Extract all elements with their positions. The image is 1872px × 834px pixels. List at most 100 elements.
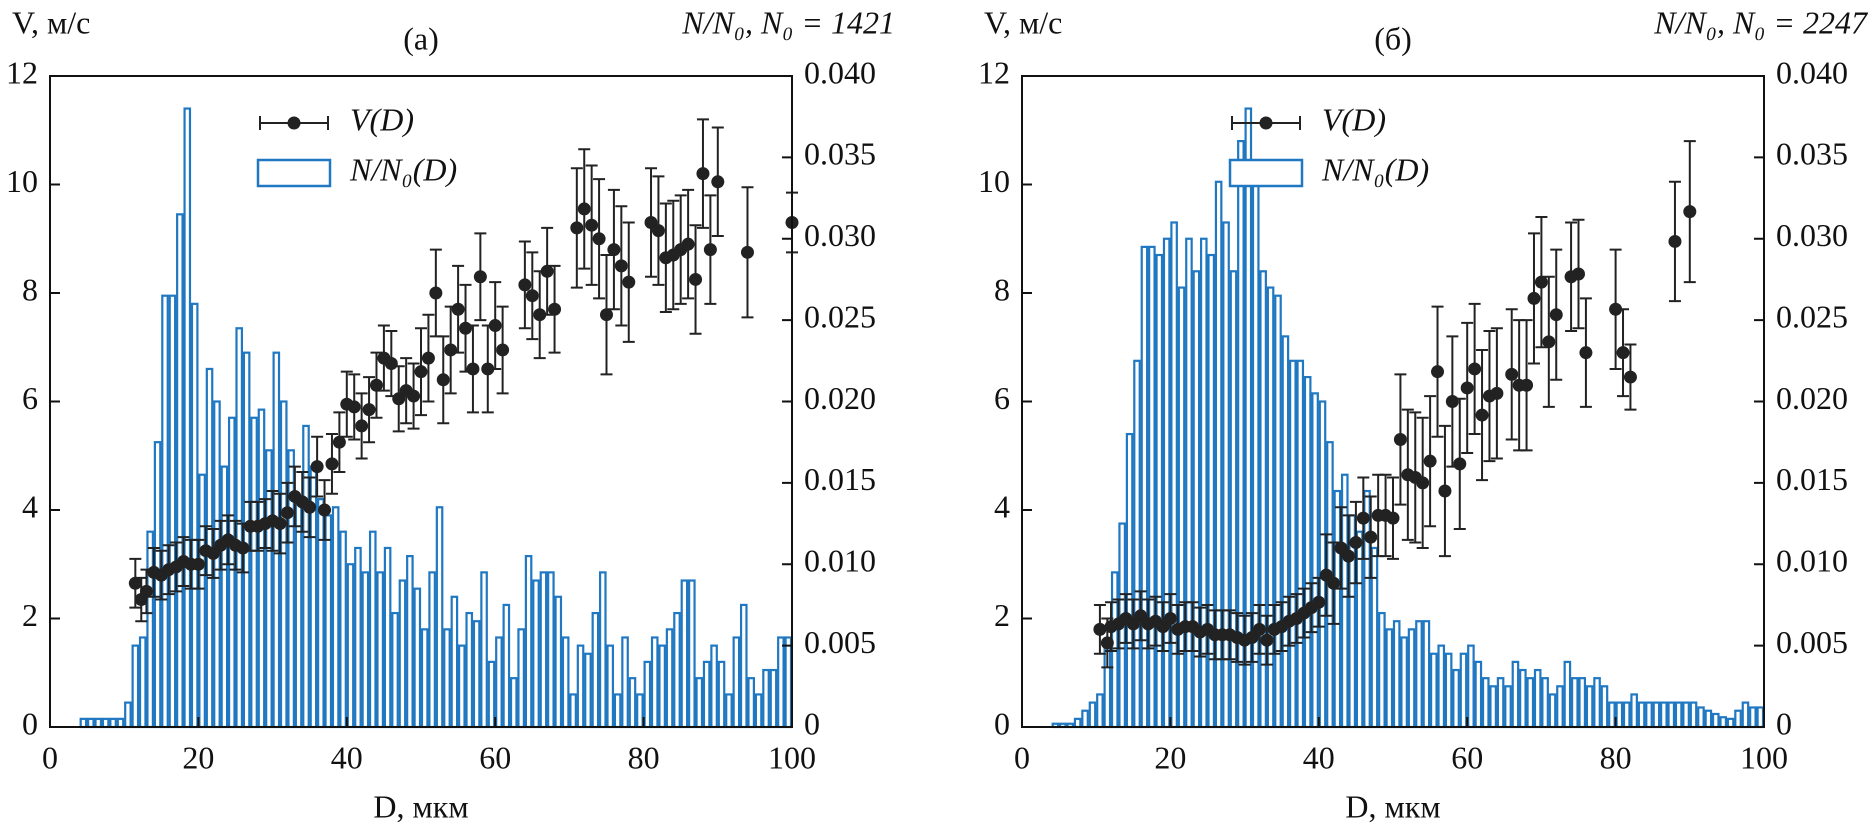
legend-swatch bbox=[1259, 116, 1273, 130]
histogram-bar bbox=[658, 644, 666, 729]
histogram-bar bbox=[502, 603, 511, 729]
data-point bbox=[1623, 370, 1637, 384]
histogram-bar bbox=[1467, 644, 1475, 729]
x-tick-label: 0 bbox=[1014, 739, 1030, 775]
histogram-bar bbox=[250, 416, 258, 729]
data-point bbox=[1438, 484, 1452, 498]
data-point bbox=[362, 403, 376, 417]
histogram-bar bbox=[131, 644, 140, 729]
histogram-bar bbox=[1556, 685, 1564, 729]
histogram-bar bbox=[94, 717, 103, 729]
data-point bbox=[488, 319, 502, 333]
data-point bbox=[318, 503, 332, 517]
data-point bbox=[191, 557, 205, 571]
data-point bbox=[1460, 381, 1474, 395]
histogram-bar bbox=[227, 416, 236, 729]
histogram-bar bbox=[1429, 652, 1438, 729]
y-tick-label: 4 bbox=[994, 488, 1010, 524]
data-point bbox=[1520, 378, 1534, 392]
data-point bbox=[518, 278, 532, 292]
data-point bbox=[236, 541, 250, 555]
data-point bbox=[1572, 267, 1585, 281]
histogram-bar bbox=[1303, 375, 1312, 729]
histogram-bar bbox=[1281, 335, 1290, 729]
histogram-bar bbox=[1096, 693, 1104, 729]
histogram-bar bbox=[443, 628, 451, 729]
y-tick-label: 6 bbox=[994, 380, 1010, 416]
histogram-bar bbox=[1355, 530, 1364, 729]
legend-label: N/N₀(D) bbox=[349, 151, 457, 187]
histogram-bar bbox=[1630, 693, 1638, 729]
histogram-bar bbox=[1311, 392, 1319, 729]
data-point bbox=[1475, 408, 1489, 422]
histogram-bar bbox=[1148, 245, 1156, 729]
data-point bbox=[577, 202, 591, 216]
histogram-bar bbox=[1415, 620, 1423, 729]
histogram-bar bbox=[1652, 701, 1661, 729]
histogram-bar bbox=[1259, 270, 1267, 729]
histogram-bar bbox=[465, 611, 474, 729]
x-tick-label: 60 bbox=[479, 739, 511, 775]
histogram-bar bbox=[1289, 359, 1297, 729]
y-axis-label: V, м/с bbox=[12, 4, 90, 40]
histogram-bar bbox=[1697, 706, 1705, 729]
data-point bbox=[1609, 302, 1623, 316]
histogram-bar bbox=[1533, 668, 1542, 729]
histogram-bar bbox=[1385, 628, 1394, 729]
histogram-bar bbox=[1741, 701, 1750, 729]
data-point bbox=[1260, 633, 1274, 647]
data-point bbox=[548, 302, 562, 316]
histogram-bar bbox=[1541, 677, 1549, 729]
histogram-bar bbox=[702, 660, 711, 729]
histogram-bar bbox=[1274, 294, 1282, 729]
histogram-bar bbox=[1600, 685, 1609, 729]
data-point bbox=[303, 500, 317, 514]
y-tick-label: 2 bbox=[22, 597, 38, 633]
histogram-bar bbox=[1133, 359, 1141, 729]
histogram-bar bbox=[1711, 712, 1720, 729]
y2-tick-label: 0.025 bbox=[804, 298, 876, 334]
y2-tick-label: 0.040 bbox=[804, 54, 876, 90]
legend-swatch bbox=[256, 158, 332, 188]
histogram-bar bbox=[1140, 245, 1149, 729]
data-point bbox=[1341, 549, 1355, 563]
data-point bbox=[592, 232, 606, 246]
histogram-bar bbox=[1296, 359, 1305, 729]
histogram-bar bbox=[1645, 701, 1653, 729]
y2-tick-label: 0.040 bbox=[1776, 54, 1848, 90]
histogram-bar bbox=[190, 302, 199, 729]
x-tick-label: 40 bbox=[1303, 739, 1335, 775]
histogram-bar bbox=[1422, 620, 1431, 729]
data-point bbox=[585, 218, 599, 232]
data-point bbox=[384, 357, 398, 371]
histogram-bar bbox=[86, 717, 95, 729]
histogram-bar bbox=[710, 644, 718, 729]
histogram-bar bbox=[495, 636, 503, 729]
histogram-bar bbox=[376, 571, 385, 729]
histogram-bar bbox=[643, 660, 652, 729]
histogram-bar bbox=[1207, 253, 1216, 729]
y-tick-label: 12 bbox=[978, 54, 1010, 90]
histogram-bar bbox=[1637, 701, 1646, 729]
panel-title: (б) bbox=[1374, 20, 1412, 56]
histogram-bar bbox=[1704, 709, 1713, 729]
histogram-bar bbox=[317, 498, 325, 729]
histogram-bar bbox=[1593, 677, 1601, 729]
data-point bbox=[1349, 536, 1363, 550]
data-point bbox=[407, 389, 421, 403]
histogram-bar bbox=[1578, 677, 1587, 729]
histogram-bar bbox=[1674, 701, 1683, 729]
data-point bbox=[128, 576, 142, 590]
data-point bbox=[459, 321, 473, 335]
histogram-bar bbox=[354, 546, 362, 729]
histogram-bar bbox=[420, 628, 429, 729]
histogram-bar bbox=[739, 603, 748, 729]
panel-title: (а) bbox=[403, 20, 439, 56]
histogram-bar bbox=[636, 693, 644, 729]
legend-swatch bbox=[1228, 158, 1304, 188]
data-point bbox=[310, 460, 324, 474]
histogram-bar bbox=[1734, 709, 1742, 729]
histogram-bar bbox=[1615, 701, 1624, 729]
x-tick-label: 80 bbox=[628, 739, 660, 775]
data-point bbox=[681, 237, 695, 251]
